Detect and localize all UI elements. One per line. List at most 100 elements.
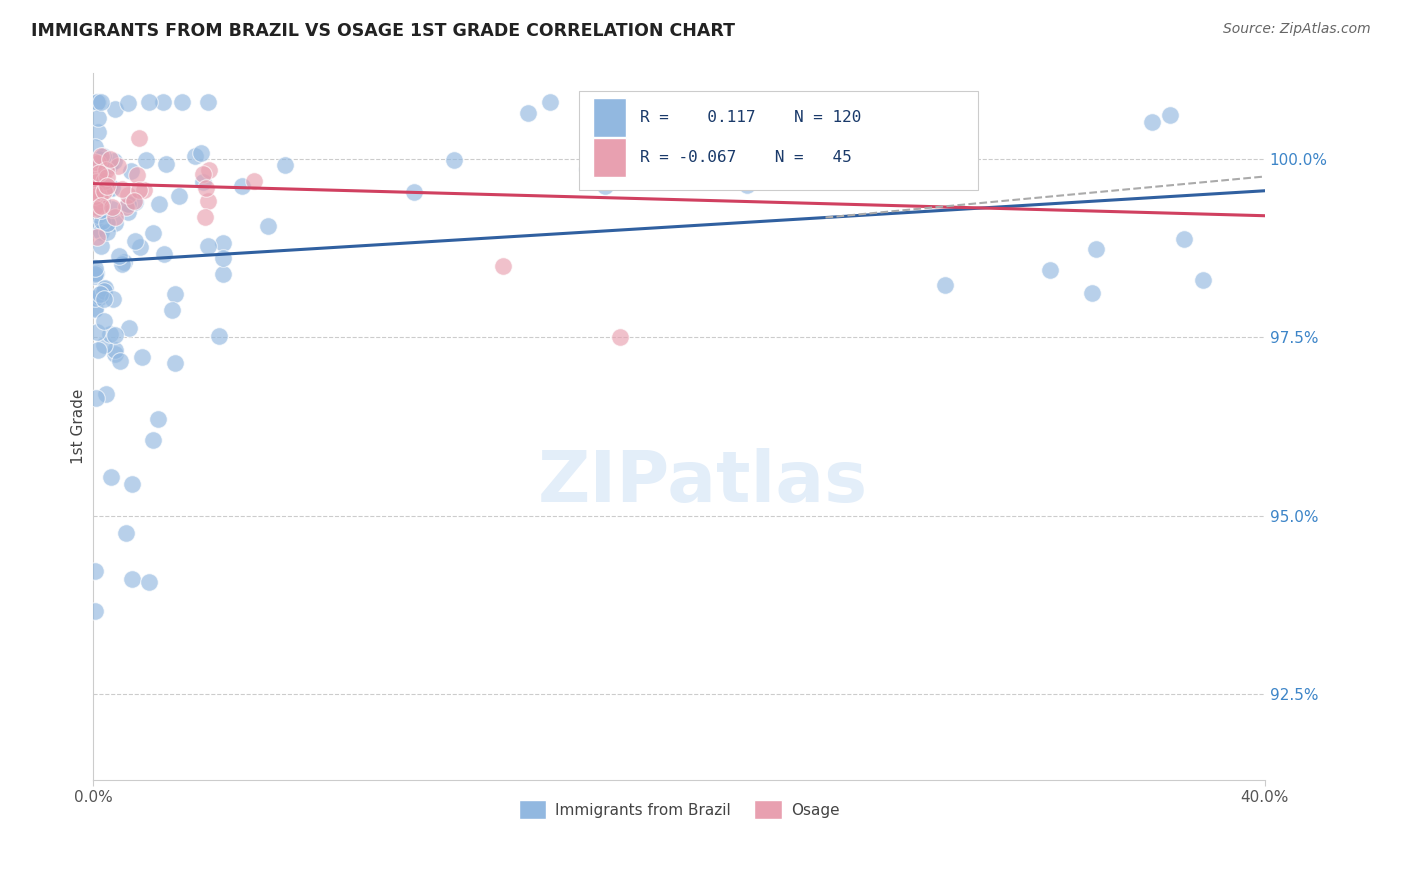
Point xyxy=(111,257,134,271)
Point xyxy=(87,208,110,222)
Point xyxy=(93,292,115,306)
Point xyxy=(120,164,142,178)
Point xyxy=(191,175,214,189)
Point xyxy=(117,187,139,202)
Point xyxy=(84,266,107,280)
Point xyxy=(492,259,515,273)
Point xyxy=(86,180,108,194)
Point xyxy=(83,222,105,236)
Point xyxy=(208,329,231,343)
Point xyxy=(197,194,219,209)
Point xyxy=(93,184,115,198)
Point xyxy=(651,173,673,187)
Point xyxy=(87,152,110,166)
Point xyxy=(538,95,561,109)
Point xyxy=(83,178,105,193)
Point xyxy=(934,277,956,292)
Point xyxy=(111,181,134,195)
FancyBboxPatch shape xyxy=(579,91,977,190)
Point xyxy=(274,158,297,172)
Point xyxy=(821,145,844,159)
Point xyxy=(124,234,146,248)
Point xyxy=(104,102,127,116)
Point xyxy=(87,169,110,183)
Point xyxy=(134,183,156,197)
Point xyxy=(194,181,217,195)
Point xyxy=(84,267,107,281)
FancyBboxPatch shape xyxy=(593,138,626,178)
Point xyxy=(152,95,174,109)
Point xyxy=(84,202,107,217)
Point xyxy=(83,301,105,315)
Text: ZIPatlas: ZIPatlas xyxy=(537,449,868,517)
Point xyxy=(83,140,105,154)
Point xyxy=(84,391,107,405)
Point xyxy=(104,211,127,225)
Point xyxy=(98,181,121,195)
Point xyxy=(160,303,183,318)
Point xyxy=(96,386,118,401)
Point xyxy=(190,146,212,161)
Point xyxy=(121,572,143,586)
Point xyxy=(931,127,953,141)
Text: R =    0.117    N = 120: R = 0.117 N = 120 xyxy=(640,110,862,125)
Point xyxy=(86,343,108,357)
Point xyxy=(165,286,187,301)
Point xyxy=(849,95,872,109)
Point xyxy=(630,96,652,111)
Point xyxy=(90,199,112,213)
Point xyxy=(1173,232,1195,246)
Point xyxy=(83,269,105,284)
Point xyxy=(93,173,115,187)
Point xyxy=(93,284,115,298)
Point xyxy=(86,197,108,211)
Point xyxy=(1085,242,1108,256)
Point xyxy=(100,181,122,195)
Point xyxy=(138,95,160,109)
Text: R = -0.067    N =   45: R = -0.067 N = 45 xyxy=(640,150,852,165)
Point xyxy=(172,95,194,109)
Point xyxy=(1039,262,1062,277)
Point xyxy=(83,301,105,316)
Point xyxy=(103,347,125,361)
Point xyxy=(163,356,186,370)
Point xyxy=(142,434,165,448)
Point xyxy=(89,287,111,301)
Point xyxy=(104,343,127,357)
Point xyxy=(609,330,631,344)
Point xyxy=(194,211,217,225)
Point xyxy=(231,178,253,193)
Point xyxy=(402,185,425,199)
Point xyxy=(115,526,138,541)
Point xyxy=(131,350,153,364)
Point xyxy=(91,153,114,167)
Text: IMMIGRANTS FROM BRAZIL VS OSAGE 1ST GRADE CORRELATION CHART: IMMIGRANTS FROM BRAZIL VS OSAGE 1ST GRAD… xyxy=(31,22,735,40)
Point xyxy=(125,168,148,182)
Point xyxy=(83,155,105,169)
Point xyxy=(243,174,266,188)
Point xyxy=(93,338,115,352)
Point xyxy=(87,197,110,211)
Point xyxy=(257,219,280,233)
Point xyxy=(117,197,139,211)
Point xyxy=(108,354,131,368)
Point xyxy=(101,200,124,214)
Point xyxy=(90,225,112,239)
Point xyxy=(89,191,111,205)
Point xyxy=(103,153,125,168)
Point xyxy=(128,183,150,197)
Point xyxy=(167,188,190,202)
Point xyxy=(135,153,157,167)
Point xyxy=(1140,114,1163,128)
Point xyxy=(93,280,115,294)
Y-axis label: 1st Grade: 1st Grade xyxy=(72,389,86,464)
Point xyxy=(152,247,174,261)
Point xyxy=(107,160,129,174)
Point xyxy=(516,106,538,120)
Point xyxy=(443,153,465,167)
Point xyxy=(129,240,152,254)
Point xyxy=(96,216,118,230)
Point xyxy=(93,283,115,297)
Point xyxy=(117,96,139,111)
Point xyxy=(735,178,758,193)
